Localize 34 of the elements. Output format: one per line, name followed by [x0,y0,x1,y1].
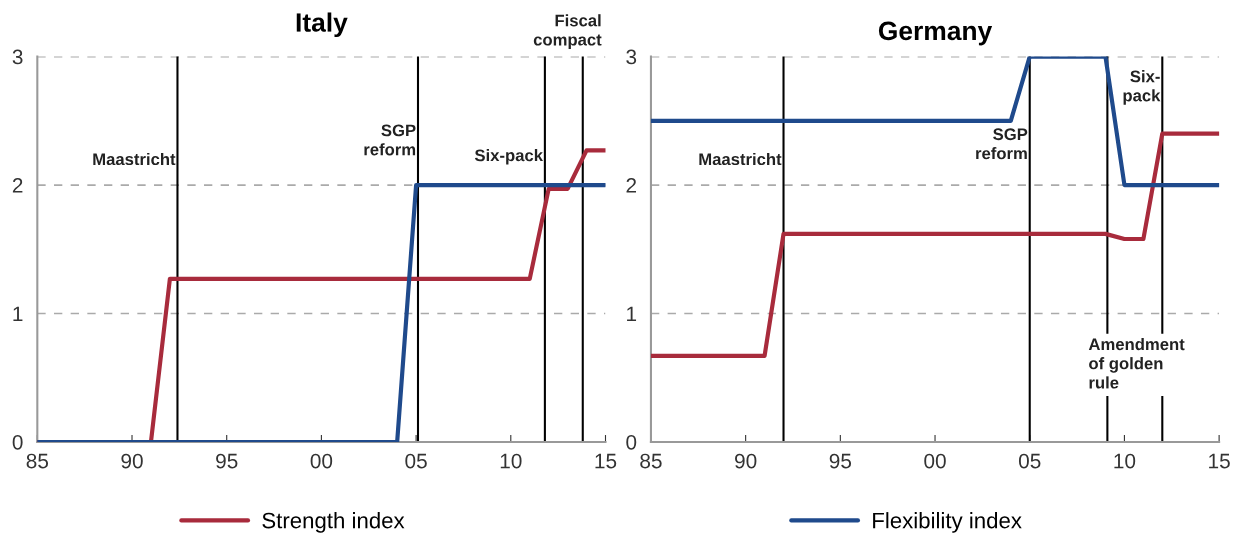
chart-title: Germany [878,21,993,46]
x-tick-label: 95 [216,453,238,469]
x-tick-label: 00 [310,453,333,469]
ref-line-label: Amendment of golden rule [1088,337,1185,389]
ref-line-label: Maastricht [699,152,782,166]
y-tick-label: 1 [13,306,23,322]
ref-line-label: Six-pack [474,149,544,165]
x-tick-label: 10 [1114,453,1136,469]
y-tick-label: 3 [626,49,637,65]
legend-label: Flexibility index [873,512,1022,533]
y-tick-label: 3 [12,49,23,65]
chart-title: Italy [296,12,348,38]
x-tick-label: 10 [500,453,522,469]
ref-line-label: SGP reform [976,128,1028,160]
ref-line-label: Six- pack [1123,70,1161,105]
ref-line-label: Maastricht [93,152,176,166]
y-tick-label: 2 [626,178,637,193]
x-tick-label: 95 [829,453,852,469]
x-tick-label: 90 [735,453,757,469]
legend-label: Strength index [262,512,405,533]
y-tick-label: 0 [626,434,637,450]
y-tick-label: 1 [627,306,637,322]
x-tick-label: 85 [640,453,662,469]
y-tick-label: 0 [12,434,23,450]
x-tick-label: 90 [121,453,143,469]
x-tick-label: 85 [26,453,49,469]
x-tick-label: 05 [405,453,427,469]
x-tick-label: 05 [1018,453,1041,469]
x-tick-label: 00 [924,453,946,469]
x-tick-label: 15 [595,453,617,469]
y-tick-label: 2 [12,178,23,193]
x-tick-label: 15 [1209,453,1230,469]
ref-line-label: Fiscal compact [533,14,602,49]
ref-line-label: SGP reform [364,124,416,156]
